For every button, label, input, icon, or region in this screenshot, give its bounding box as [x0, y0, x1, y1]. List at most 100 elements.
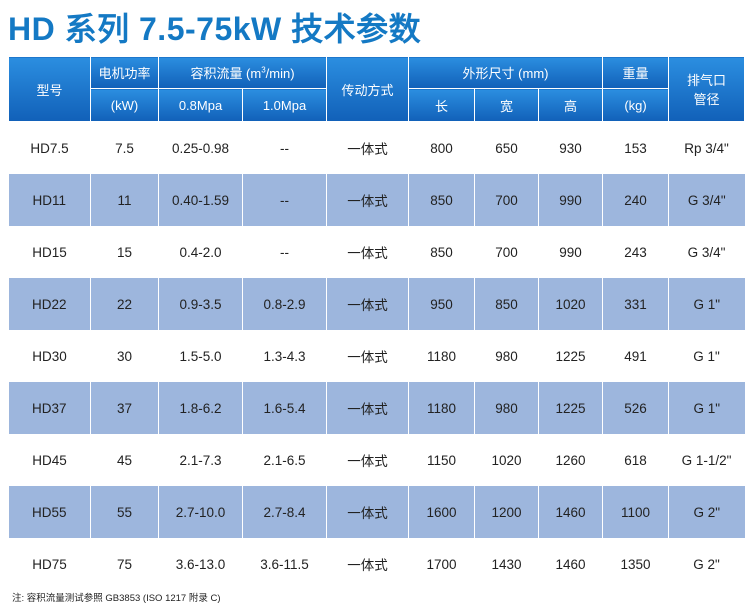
cell-weight: 618: [624, 452, 647, 468]
cell-model: HD7.5: [30, 140, 69, 156]
cell-flow-08: 2.1-7.3: [179, 452, 222, 468]
cell-drive: 一体式: [347, 350, 388, 365]
header-weight-unit: (kg): [602, 88, 670, 122]
cell-outlet: G 2": [693, 556, 720, 572]
cell-height: 1260: [555, 452, 586, 468]
table-row: HD22 22 0.9-3.5 0.8-2.9 一体式 950 850 1020…: [8, 278, 745, 330]
cell-height: 1225: [537, 382, 603, 434]
cell-width: 700: [474, 174, 539, 226]
cell-outlet: G 1": [668, 382, 745, 434]
cell-outlet: G 1-1/2": [681, 452, 732, 468]
cell-length: 1180: [408, 382, 475, 434]
cell-width: 650: [495, 140, 518, 156]
cell-height: 990: [537, 174, 603, 226]
cell-flow-08: 0.9-3.5: [158, 278, 243, 330]
cell-weight: 1100: [602, 486, 669, 538]
cell-weight: 243: [624, 244, 647, 260]
footnote: 注: 容积流量测试参照 GB3853 (ISO 1217 附录 C): [12, 593, 221, 604]
cell-power: 45: [116, 452, 133, 468]
cell-width: 850: [474, 278, 539, 330]
cell-power: 37: [90, 382, 159, 434]
cell-power: 15: [116, 244, 133, 260]
cell-model: HD45: [32, 452, 67, 468]
cell-flow-10: --: [242, 174, 327, 226]
cell-outlet: G 3/4": [687, 244, 726, 260]
cell-height: 1460: [555, 556, 586, 572]
cell-flow-10: 1.6-5.4: [242, 382, 327, 434]
cell-power: 7.5: [115, 140, 134, 156]
cell-model: HD11: [8, 174, 91, 226]
cell-flow-10: 1.3-4.3: [263, 348, 306, 364]
cell-length: 800: [430, 140, 453, 156]
cell-power: 55: [90, 486, 159, 538]
cell-flow-08: 1.8-6.2: [158, 382, 243, 434]
cell-outlet: G 2": [668, 486, 745, 538]
header-outlet: 排气口 管径: [668, 56, 746, 122]
cell-drive: 一体式: [347, 246, 388, 261]
cell-flow-08: 3.6-13.0: [175, 556, 226, 572]
header-flow-10: 1.0Mpa: [242, 88, 327, 122]
cell-width: 980: [495, 348, 518, 364]
cell-drive: 一体式: [347, 558, 388, 573]
cell-drive: 一体式: [326, 174, 409, 226]
cell-length: 1700: [426, 556, 457, 572]
spec-table: 型号 电机功率 容积流量 (m3/min) 传动方式 外形尺寸 (mm) 重量 …: [8, 56, 746, 591]
cell-power: 75: [116, 556, 133, 572]
cell-height: 930: [559, 140, 582, 156]
cell-weight: 526: [602, 382, 669, 434]
cell-width: 1020: [491, 452, 522, 468]
cell-length: 950: [408, 278, 475, 330]
cell-length: 1600: [408, 486, 475, 538]
header-power-unit: (kW): [90, 88, 159, 122]
cell-height: 990: [559, 244, 582, 260]
cell-power: 11: [90, 174, 159, 226]
cell-drive: 一体式: [347, 142, 388, 157]
cell-width: 1430: [491, 556, 522, 572]
cell-flow-08: 0.25-0.98: [171, 140, 230, 156]
cell-model: HD22: [8, 278, 91, 330]
cell-height: 1225: [555, 348, 586, 364]
cell-length: 1180: [426, 348, 457, 364]
header-weight: 重量: [602, 56, 670, 89]
cell-outlet: Rp 3/4": [684, 140, 729, 156]
cell-model: HD15: [32, 244, 67, 260]
cell-outlet: G 1": [693, 348, 720, 364]
cell-weight: 1350: [620, 556, 651, 572]
cell-width: 1200: [474, 486, 539, 538]
cell-flow-08: 1.5-5.0: [179, 348, 222, 364]
header-drive: 传动方式: [326, 56, 409, 122]
header-width: 宽: [474, 88, 539, 122]
cell-flow-10: 2.7-8.4: [242, 486, 327, 538]
cell-outlet: G 3/4": [668, 174, 745, 226]
table-row: HD11 11 0.40-1.59 -- 一体式 850 700 990 240…: [8, 174, 745, 226]
table-row: HD75 75 3.6-13.0 3.6-11.5 一体式 1700 1430 …: [9, 538, 745, 590]
page-title: HD 系列 7.5-75kW 技术参数: [8, 11, 422, 47]
cell-flow-10: 2.1-6.5: [263, 452, 306, 468]
cell-weight: 153: [624, 140, 647, 156]
table-row: HD45 45 2.1-7.3 2.1-6.5 一体式 1150 1020 12…: [9, 434, 745, 486]
cell-power: 22: [90, 278, 159, 330]
header-flow: 容积流量 (m3/min): [158, 56, 327, 89]
cell-width: 980: [474, 382, 539, 434]
table-row: HD7.5 7.5 0.25-0.98 -- 一体式 800 650 930 1…: [9, 122, 745, 175]
cell-power: 30: [116, 348, 133, 364]
header-power: 电机功率: [90, 56, 159, 89]
table-body: HD7.5 7.5 0.25-0.98 -- 一体式 800 650 930 1…: [8, 122, 745, 591]
cell-flow-10: 0.8-2.9: [242, 278, 327, 330]
table-header: 型号 电机功率 容积流量 (m3/min) 传动方式 外形尺寸 (mm) 重量 …: [8, 56, 746, 122]
cell-length: 1150: [426, 452, 457, 468]
header-length: 长: [408, 88, 475, 122]
cell-model: HD75: [32, 556, 67, 572]
cell-flow-10: --: [280, 140, 289, 156]
cell-drive: 一体式: [326, 486, 409, 538]
table-row: HD30 30 1.5-5.0 1.3-4.3 一体式 1180 980 122…: [9, 330, 745, 382]
cell-outlet: G 1": [668, 278, 745, 330]
cell-flow-10: 3.6-11.5: [260, 556, 309, 572]
cell-flow-08: 0.4-2.0: [179, 244, 222, 260]
cell-width: 700: [495, 244, 518, 260]
cell-weight: 240: [602, 174, 669, 226]
cell-model: HD30: [32, 348, 67, 364]
cell-flow-08: 2.7-10.0: [158, 486, 243, 538]
cell-flow-10: --: [280, 244, 289, 260]
header-flow-08: 0.8Mpa: [158, 88, 243, 122]
